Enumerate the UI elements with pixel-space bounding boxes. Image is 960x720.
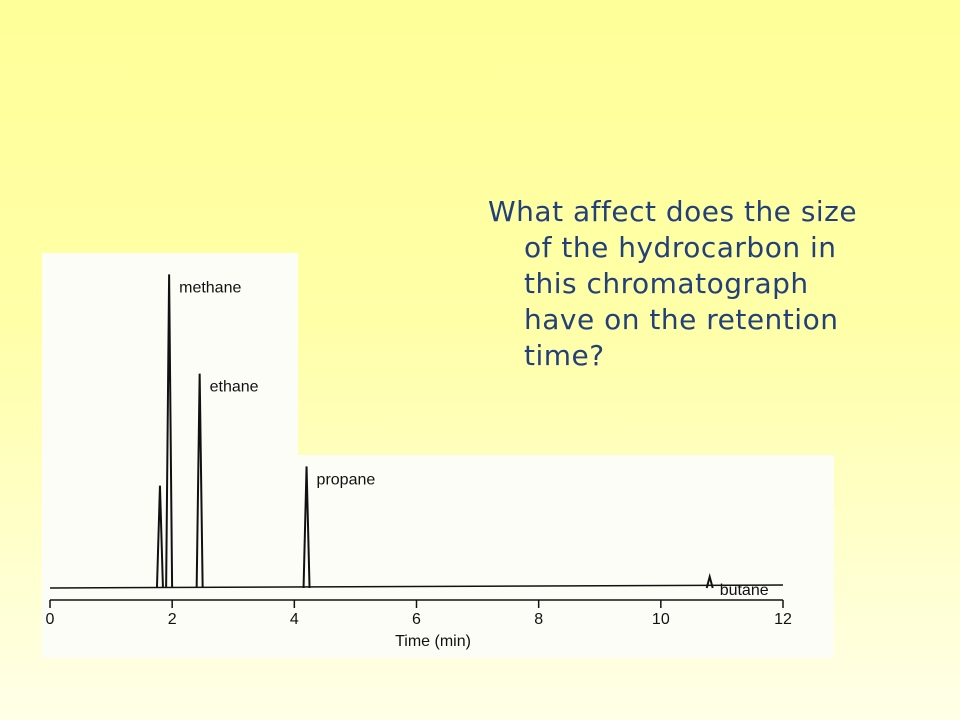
x-tick-label: 10 bbox=[652, 611, 670, 628]
peak bbox=[155, 485, 164, 589]
peak bbox=[165, 274, 174, 589]
x-tick-label: 12 bbox=[774, 611, 792, 628]
peak-label: ethane bbox=[210, 379, 259, 396]
peak-label: propane bbox=[317, 471, 376, 488]
x-tick-label: 2 bbox=[168, 611, 177, 628]
x-tick-label: 6 bbox=[412, 611, 421, 628]
peak bbox=[705, 572, 714, 589]
peak bbox=[195, 373, 204, 589]
x-tick-label: 8 bbox=[534, 611, 543, 628]
chart-background bbox=[42, 253, 834, 658]
x-axis-title: Time (min) bbox=[395, 633, 471, 650]
x-tick-label: 0 bbox=[46, 611, 55, 628]
question: What affect does the size of the hydroca… bbox=[488, 195, 858, 372]
peak-label: methane bbox=[179, 279, 241, 296]
x-tick-label: 4 bbox=[290, 611, 299, 628]
peak-label: butane bbox=[720, 582, 769, 599]
peak bbox=[302, 466, 311, 589]
